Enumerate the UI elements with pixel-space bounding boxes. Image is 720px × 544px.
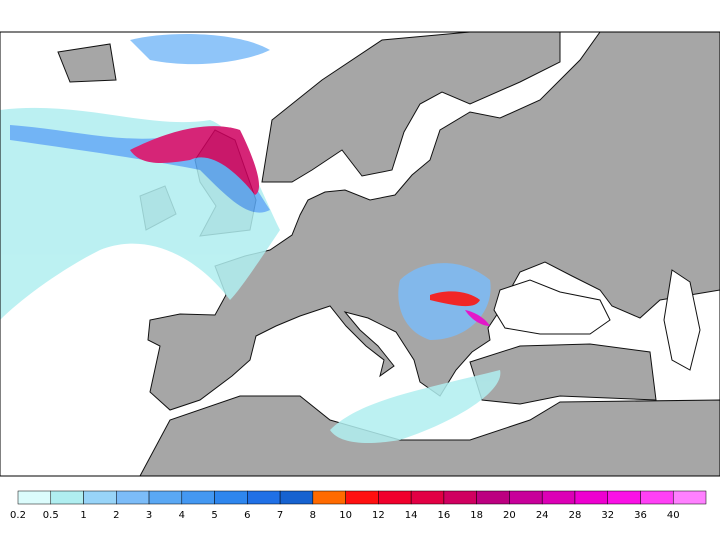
legend-label: 7	[277, 510, 283, 521]
legend-label: 0.5	[43, 510, 59, 521]
precipitation	[0, 34, 501, 443]
legend-label: 32	[601, 510, 614, 521]
legend-swatch	[17, 490, 52, 505]
legend-swatch	[279, 490, 314, 505]
precip-core	[430, 291, 480, 307]
legend-label: 6	[244, 510, 250, 521]
legend-swatch	[541, 490, 576, 505]
legend-label: 40	[667, 510, 680, 521]
legend-swatch	[116, 490, 150, 505]
legend-swatch	[410, 490, 445, 505]
legend-swatch	[574, 490, 608, 505]
legend-label: 28	[569, 510, 582, 521]
africa	[139, 395, 720, 477]
eurasia	[147, 31, 720, 411]
legend-swatch	[607, 490, 641, 505]
legend-label: 0.2	[10, 510, 26, 521]
legend-label: 18	[470, 510, 483, 521]
precip-area	[130, 34, 270, 65]
precip-core	[130, 126, 260, 195]
legend-label: 14	[405, 510, 418, 521]
legend-swatch	[378, 490, 412, 505]
scandinavia	[261, 31, 561, 183]
caspian-sea	[663, 269, 701, 371]
legend: 0.2 0.5 1 2 3 4 5 6 7 8 10 12 14 16 18 20 24 28 32 36 40	[10, 490, 707, 521]
legend-label: 12	[372, 510, 385, 521]
legend-label: 1	[80, 510, 86, 521]
legend-swatch	[509, 490, 543, 505]
legend-label: 5	[211, 510, 217, 521]
legend-label: 10	[339, 510, 352, 521]
map-frame	[0, 31, 720, 477]
legend-swatch	[50, 490, 84, 505]
legend-label: 16	[438, 510, 451, 521]
turkey	[469, 343, 657, 405]
legend-swatch	[345, 490, 379, 505]
legend-label: 36	[634, 510, 647, 521]
legend-label: 2	[113, 510, 119, 521]
legend-swatch	[247, 490, 281, 505]
legend-swatch	[672, 490, 707, 505]
legend-swatch	[181, 490, 215, 505]
legend-swatch	[640, 490, 674, 505]
legend-swatch	[214, 490, 248, 505]
legend-swatch	[312, 490, 346, 505]
legend-label: 8	[310, 510, 316, 521]
legend-label: 3	[146, 510, 152, 521]
legend-label: 4	[179, 510, 185, 521]
legend-swatch	[148, 490, 183, 505]
precip-core	[465, 310, 490, 326]
legend-swatch	[476, 490, 510, 505]
legend-label: 24	[536, 510, 549, 521]
iceland	[57, 43, 117, 83]
legend-label: 20	[503, 510, 516, 521]
map	[0, 31, 720, 477]
legend-swatch	[443, 490, 477, 505]
black-sea	[493, 279, 611, 335]
legend-swatch	[83, 490, 117, 505]
precip-area	[330, 370, 501, 443]
